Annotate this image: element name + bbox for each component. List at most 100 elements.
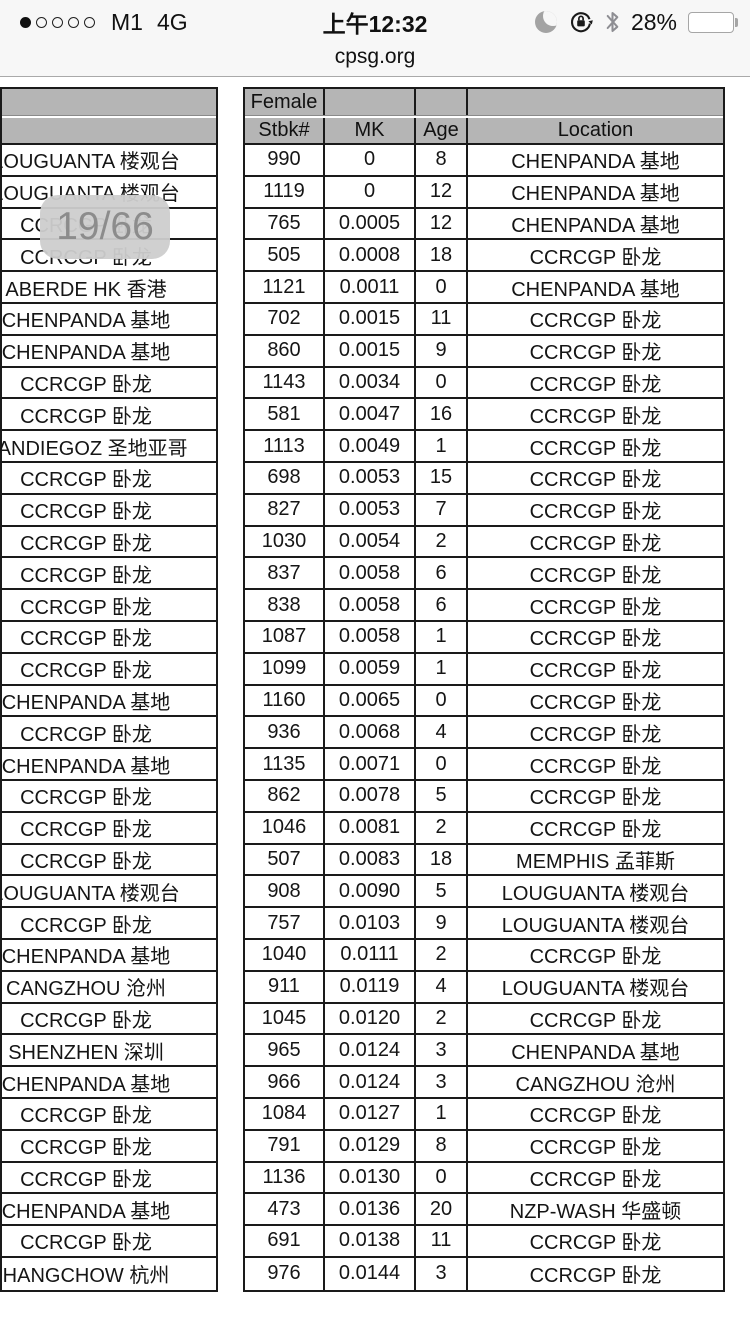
cell-location: CCRCGP 卧龙 [529, 660, 662, 683]
cell-location: CCRCGP 卧龙 [529, 1009, 662, 1032]
cell-location: CCRCGP 卧龙 [529, 628, 662, 651]
cell-age: 9 [416, 908, 468, 938]
cell-location: CCRCGP 卧龙 [529, 1105, 662, 1128]
cell-age: 20 [416, 1194, 468, 1225]
cell-age: 3 [416, 1035, 468, 1066]
table-row: 966 0.0124 3 CANGZHOU 沧州 [245, 1067, 723, 1099]
table-row: CCRCGP 卧龙 [2, 908, 216, 940]
cell-location: LOUGUANTA 楼观台 [501, 978, 690, 1001]
url-text[interactable]: cpsg.org [334, 45, 416, 68]
cell-stbk: 1160 [245, 685, 325, 716]
cell-location: CCRCGP 卧龙 [529, 342, 662, 365]
cell-location: CCRCGP 卧龙 [20, 628, 152, 651]
cell-mk: 0 [325, 145, 416, 175]
cell-mk: 0.0124 [325, 1035, 416, 1066]
cell-age: 1 [416, 653, 468, 684]
table-row: 691 0.0138 11 CCRCGP 卧龙 [245, 1226, 723, 1258]
cell-age: 12 [416, 176, 468, 207]
page-scroll-area[interactable]: LOUGUANTA 楼观台 LOUGUANTA 楼观台 CCRCGP 卧龙 CC… [0, 77, 750, 1333]
cell-stbk: 1046 [245, 812, 325, 843]
cell-age: 4 [416, 717, 468, 748]
table-row: 860 0.0015 9 CCRCGP 卧龙 [245, 335, 723, 368]
female-table: Female Stbk# MK Age Location 990 0 8 [243, 87, 725, 1292]
cell-age: 2 [416, 812, 468, 843]
cell-mk: 0.0008 [325, 240, 416, 271]
table-row: 1119 0 12 CHENPANDA 基地 [245, 176, 723, 209]
cell-mk: 0.0103 [325, 908, 416, 938]
table-row: SHENZHEN 深圳 [2, 1035, 216, 1068]
table-row: 908 0.0090 5 LOUGUANTA 楼观台 [245, 876, 723, 909]
cell-stbk: 1136 [245, 1162, 325, 1193]
cell-location: CCRCGP 卧龙 [20, 501, 152, 524]
table-row: 1121 0.0011 0 CHENPANDA 基地 [245, 272, 723, 304]
cell-location: CCRCGP 卧龙 [20, 564, 152, 587]
female-table-body: 990 0 8 CHENPANDA 基地 1119 0 12 CHENPANDA… [245, 145, 723, 1290]
table-row: CCRCGP 卧龙 [2, 590, 216, 622]
table-row: CHENPANDA 基地 [2, 335, 216, 368]
left-table-group-header [2, 89, 216, 116]
cell-age: 16 [416, 399, 468, 430]
orientation-lock-icon [568, 9, 594, 35]
table-row: CCRCGP 卧龙 [2, 494, 216, 527]
table-row: 1045 0.0120 2 CCRCGP 卧龙 [245, 1003, 723, 1036]
cell-stbk: 1143 [245, 367, 325, 398]
cell-location: CCRCGP 卧龙 [529, 691, 662, 714]
cell-location: CCRCGP 卧龙 [529, 946, 662, 969]
cell-location: NZP-WASH 华盛顿 [509, 1200, 682, 1223]
cell-mk: 0.0005 [325, 208, 416, 239]
table-row: 791 0.0129 8 CCRCGP 卧龙 [245, 1130, 723, 1163]
table-row: 1135 0.0071 0 CCRCGP 卧龙 [245, 749, 723, 781]
cell-mk: 0.0144 [325, 1257, 416, 1290]
table-row: 473 0.0136 20 NZP-WASH 华盛顿 [245, 1194, 723, 1227]
cell-location: CCRCGP 卧龙 [529, 246, 662, 269]
cell-location: CHENPANDA 基地 [1, 946, 171, 969]
cell-location: CCRCGP 卧龙 [529, 501, 662, 524]
cell-age: 6 [416, 558, 468, 589]
table-row: 581 0.0047 16 CCRCGP 卧龙 [245, 399, 723, 432]
table-row: CCRCGP 卧龙 [2, 1162, 216, 1195]
cell-location: CCRCGP 卧龙 [529, 437, 662, 460]
cell-age: 1 [416, 1098, 468, 1129]
cell-stbk: 791 [245, 1130, 325, 1161]
cell-stbk: 1040 [245, 939, 325, 970]
cell-location: CHENPANDA 基地 [1, 755, 171, 778]
cell-stbk: 702 [245, 303, 325, 334]
cell-age: 2 [416, 1003, 468, 1034]
table-row: CCRCGP 卧龙 [2, 812, 216, 845]
cell-location: CCRCGP 卧龙 [529, 723, 662, 746]
table-row: 1046 0.0081 2 CCRCGP 卧龙 [245, 812, 723, 845]
cell-location: CCRCGP 卧龙 [20, 914, 152, 937]
cell-location: CCRCGP 卧龙 [529, 405, 662, 428]
cell-location: SHENZHEN 深圳 [8, 1041, 164, 1064]
cell-stbk: 1119 [245, 176, 325, 207]
column-header-mk: MK [325, 118, 416, 143]
cell-stbk: 976 [245, 1257, 325, 1290]
cell-location: CHENPANDA 基地 [511, 214, 680, 237]
cell-stbk: 1099 [245, 653, 325, 684]
left-table: LOUGUANTA 楼观台 LOUGUANTA 楼观台 CCRCGP 卧龙 CC… [0, 87, 218, 1292]
cell-age: 18 [416, 844, 468, 875]
cell-age: 11 [416, 1226, 468, 1256]
cell-location: CCRCGP 卧龙 [529, 1168, 662, 1191]
cell-mk: 0.0049 [325, 431, 416, 461]
cell-age: 1 [416, 621, 468, 652]
cell-location: CCRCGP 卧龙 [529, 1232, 662, 1255]
url-bar[interactable]: cpsg.org [0, 44, 750, 77]
cell-stbk: 505 [245, 240, 325, 271]
cell-location: CCRCGP 卧龙 [20, 850, 152, 873]
cell-location: CCRCGP 卧龙 [20, 405, 152, 428]
cell-location: CCRCGP 卧龙 [529, 373, 662, 396]
cell-location: CCRCGP 卧龙 [529, 596, 662, 619]
cell-location: CCRCGP 卧龙 [529, 1137, 662, 1160]
table-row: HANGCHOW 杭州 [2, 1257, 216, 1290]
cell-stbk: 1045 [245, 1003, 325, 1034]
cell-location: CCRCGP 卧龙 [20, 1168, 152, 1191]
cell-location: CCRCGP 卧龙 [20, 1137, 152, 1160]
cell-stbk: 1121 [245, 272, 325, 302]
table-row: LOUGUANTA 楼观台 [0, 145, 216, 177]
moon-icon [534, 11, 557, 33]
table-row: SANDIEGOZ 圣地亚哥 [0, 431, 216, 463]
cell-location: SANDIEGOZ 圣地亚哥 [0, 437, 188, 460]
table-row: 837 0.0058 6 CCRCGP 卧龙 [245, 558, 723, 591]
table-row: CCRCGP 卧龙 [2, 1098, 216, 1131]
